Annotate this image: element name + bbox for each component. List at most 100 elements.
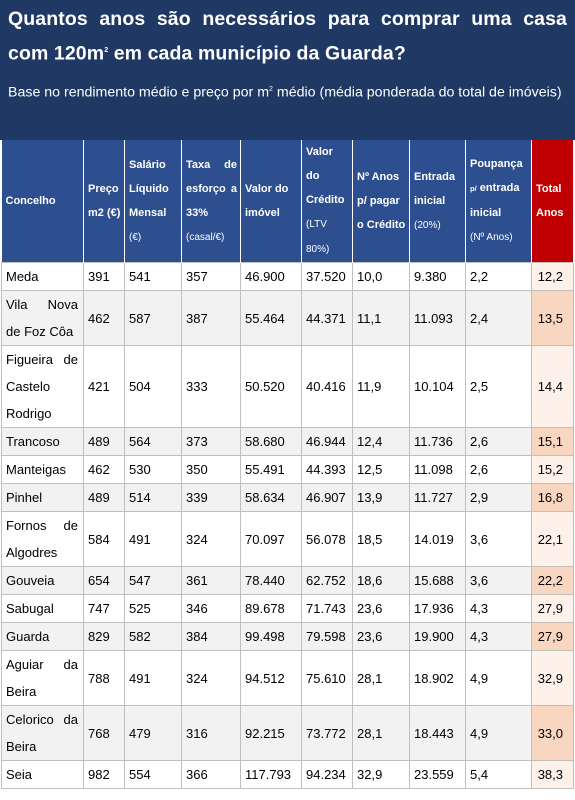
cell-anos-credito: 32,9 bbox=[352, 760, 410, 789]
cell-anos-credito: 28,1 bbox=[352, 705, 410, 761]
cell-entrada: 11.093 bbox=[409, 290, 466, 346]
cell-poupanca: 4,3 bbox=[465, 594, 532, 623]
cell-anos-credito: 18,6 bbox=[352, 566, 410, 595]
cell-concelho: Figueira de Castelo Rodrigo bbox=[1, 345, 84, 428]
cell-entrada: 19.900 bbox=[409, 622, 466, 651]
cell-salario: 479 bbox=[124, 705, 182, 761]
page-header: Quantos anos são necessários para compra… bbox=[0, 0, 575, 140]
cell-taxa: 324 bbox=[181, 650, 241, 706]
cell-preco: 489 bbox=[83, 427, 125, 456]
table-row: Vila Nova de Foz Côa 462 587 387 55.464 44.37… bbox=[1, 290, 574, 346]
cell-valor-imovel: 89.678 bbox=[240, 594, 302, 623]
cell-total: 33,0 bbox=[531, 705, 574, 761]
cell-total: 13,5 bbox=[531, 290, 574, 346]
cell-entrada: 18.902 bbox=[409, 650, 466, 706]
cell-anos-credito: 10,0 bbox=[352, 262, 410, 291]
table-row: Seia 982 554 366 117.793 94.234 32,9 23.559 5,4 3… bbox=[1, 760, 574, 789]
cell-poupanca: 3,6 bbox=[465, 566, 532, 595]
cell-poupanca: 3,6 bbox=[465, 511, 532, 567]
cell-preco: 421 bbox=[83, 345, 125, 428]
table-body: Meda 391 541 357 46.900 37.520 10,0 9.380 2,2 12,… bbox=[1, 262, 574, 789]
cell-total: 38,3 bbox=[531, 760, 574, 789]
cell-concelho: Pinhel bbox=[1, 483, 84, 512]
cell-poupanca: 2,9 bbox=[465, 483, 532, 512]
cell-valor-imovel: 58.680 bbox=[240, 427, 302, 456]
cell-poupanca: 2,2 bbox=[465, 262, 532, 291]
cell-concelho: Guarda bbox=[1, 622, 84, 651]
cell-taxa: 324 bbox=[181, 511, 241, 567]
col-header-poupanca: Poupança p/ entrada inicial (Nº Anos) bbox=[465, 140, 532, 263]
cell-total: 22,1 bbox=[531, 511, 574, 567]
cell-salario: 587 bbox=[124, 290, 182, 346]
cell-total: 15,2 bbox=[531, 455, 574, 484]
col-header-total: Total Anos bbox=[531, 140, 574, 263]
cell-total: 27,9 bbox=[531, 594, 574, 623]
cell-entrada: 18.443 bbox=[409, 705, 466, 761]
cell-valor-credito: 56.078 bbox=[301, 511, 353, 567]
table-row: Meda 391 541 357 46.900 37.520 10,0 9.380 2,2 12,… bbox=[1, 262, 574, 291]
table-row: Figueira de Castelo Rodrigo 421 504 333 50.5… bbox=[1, 345, 574, 428]
cell-preco: 788 bbox=[83, 650, 125, 706]
cell-salario: 530 bbox=[124, 455, 182, 484]
cell-valor-imovel: 46.900 bbox=[240, 262, 302, 291]
cell-poupanca: 2,6 bbox=[465, 455, 532, 484]
col-header-taxa: Taxa de esforço a 33% (casal/€) bbox=[181, 140, 241, 263]
cell-preco: 391 bbox=[83, 262, 125, 291]
cell-valor-credito: 94.234 bbox=[301, 760, 353, 789]
title-superscript: 2 bbox=[104, 47, 109, 54]
cell-entrada: 11.727 bbox=[409, 483, 466, 512]
cell-concelho: Meda bbox=[1, 262, 84, 291]
cell-entrada: 9.380 bbox=[409, 262, 466, 291]
col-header-anos-credito: Nº Anos p/ pagar o Crédito bbox=[352, 140, 410, 263]
cell-valor-imovel: 55.464 bbox=[240, 290, 302, 346]
cell-taxa: 350 bbox=[181, 455, 241, 484]
cell-valor-imovel: 55.491 bbox=[240, 455, 302, 484]
cell-anos-credito: 12,4 bbox=[352, 427, 410, 456]
cell-entrada: 11.098 bbox=[409, 455, 466, 484]
cell-preco: 747 bbox=[83, 594, 125, 623]
cell-concelho: Aguiar da Beira bbox=[1, 650, 84, 706]
cell-concelho: Manteigas bbox=[1, 455, 84, 484]
cell-entrada: 11.736 bbox=[409, 427, 466, 456]
cell-salario: 547 bbox=[124, 566, 182, 595]
table-header-row: Concelho Preço m2 (€) Salário Líquido Me… bbox=[1, 140, 574, 263]
cell-entrada: 15.688 bbox=[409, 566, 466, 595]
cell-valor-credito: 73.772 bbox=[301, 705, 353, 761]
table-row: Gouveia 654 547 361 78.440 62.752 18,6 15.688 3,… bbox=[1, 566, 574, 595]
cell-preco: 829 bbox=[83, 622, 125, 651]
cell-poupanca: 2,4 bbox=[465, 290, 532, 346]
cell-valor-credito: 44.371 bbox=[301, 290, 353, 346]
cell-valor-credito: 37.520 bbox=[301, 262, 353, 291]
cell-concelho: Celorico da Beira bbox=[1, 705, 84, 761]
cell-anos-credito: 18,5 bbox=[352, 511, 410, 567]
cell-poupanca: 4,3 bbox=[465, 622, 532, 651]
cell-entrada: 17.936 bbox=[409, 594, 466, 623]
cell-valor-credito: 62.752 bbox=[301, 566, 353, 595]
table-row: Trancoso 489 564 373 58.680 46.944 12,4 11.736 2… bbox=[1, 427, 574, 456]
cell-salario: 514 bbox=[124, 483, 182, 512]
cell-valor-credito: 46.944 bbox=[301, 427, 353, 456]
table-row: Aguiar da Beira 788 491 324 94.512 75.610 28,1… bbox=[1, 650, 574, 706]
cell-anos-credito: 23,6 bbox=[352, 622, 410, 651]
col-header-valor-credito: Valor do Crédito (LTV 80%) bbox=[301, 140, 353, 263]
cell-taxa: 361 bbox=[181, 566, 241, 595]
cell-valor-imovel: 117.793 bbox=[240, 760, 302, 789]
cell-valor-credito: 44.393 bbox=[301, 455, 353, 484]
cell-taxa: 346 bbox=[181, 594, 241, 623]
cell-salario: 554 bbox=[124, 760, 182, 789]
cell-taxa: 387 bbox=[181, 290, 241, 346]
cell-valor-imovel: 78.440 bbox=[240, 566, 302, 595]
cell-anos-credito: 11,1 bbox=[352, 290, 410, 346]
col-header-concelho: Concelho bbox=[1, 140, 84, 263]
cell-preco: 462 bbox=[83, 455, 125, 484]
cell-salario: 525 bbox=[124, 594, 182, 623]
cell-anos-credito: 23,6 bbox=[352, 594, 410, 623]
cell-valor-imovel: 58.634 bbox=[240, 483, 302, 512]
cell-preco: 584 bbox=[83, 511, 125, 567]
cell-anos-credito: 11,9 bbox=[352, 345, 410, 428]
cell-valor-credito: 40.416 bbox=[301, 345, 353, 428]
cell-salario: 491 bbox=[124, 650, 182, 706]
cell-valor-credito: 79.598 bbox=[301, 622, 353, 651]
cell-total: 27,9 bbox=[531, 622, 574, 651]
subtitle-superscript: 2 bbox=[269, 85, 273, 93]
